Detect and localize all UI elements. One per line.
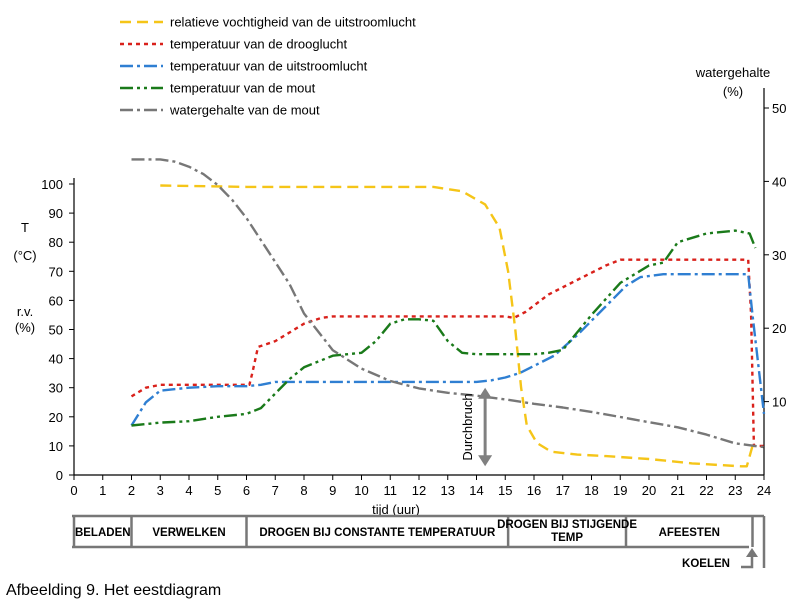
x-tick-label: 8 xyxy=(300,483,307,498)
x-tick-label: 0 xyxy=(70,483,77,498)
series-lines xyxy=(130,158,766,468)
left-tick-label: 80 xyxy=(49,235,63,250)
annotation-arrow-head-up xyxy=(478,387,493,399)
legend-label: temperatuur van de uitstroomlucht xyxy=(170,59,368,74)
left-axis-title: T xyxy=(21,220,29,235)
phase-label: AFEESTEN xyxy=(659,527,720,539)
left-axis-title: (%) xyxy=(15,320,35,335)
x-tick-label: 17 xyxy=(556,483,570,498)
x-tick-label: 1 xyxy=(99,483,106,498)
left-tick-label: 70 xyxy=(49,264,63,279)
right-tick-label: 10 xyxy=(772,395,786,410)
left-tick-label: 60 xyxy=(49,293,63,308)
x-tick-label: 7 xyxy=(272,483,279,498)
figure-caption: Afbeelding 9. Het eestdiagram xyxy=(6,582,222,599)
x-tick-label: 22 xyxy=(699,483,713,498)
annotation-arrow-head-down xyxy=(478,455,493,467)
x-tick-label: 15 xyxy=(498,483,512,498)
x-tick-label: 14 xyxy=(469,483,483,498)
left-tick-label: 0 xyxy=(56,468,63,483)
phase-label: TEMP xyxy=(551,532,583,544)
legend-label: relatieve vochtigheid van de uitstroomlu… xyxy=(170,15,416,30)
legend-label: temperatuur van de drooglucht xyxy=(170,37,347,52)
x-tick-label: 20 xyxy=(642,483,656,498)
x-tick-label: 12 xyxy=(412,483,426,498)
koelen-pointer-head xyxy=(746,548,758,557)
legend: relatieve vochtigheid van de uitstroomlu… xyxy=(120,15,416,118)
plot-frame xyxy=(73,88,765,476)
x-tick-label: 11 xyxy=(384,483,398,498)
x-tick-label: 4 xyxy=(185,483,192,498)
right-tick-label: 40 xyxy=(772,174,786,189)
left-axis-title: r.v. xyxy=(17,304,33,319)
x-tick-label: 2 xyxy=(128,483,135,498)
axes: 0 1 2 3 4 5 6 7 8 9 10 11 12 13 14 15 16 17 18 19 20 21 22 23 24… xyxy=(13,65,786,517)
series-line-4 xyxy=(131,158,765,449)
legend-label: temperatuur van de mout xyxy=(170,81,316,96)
phase-label: DROGEN BIJ CONSTANTE TEMPERATUUR xyxy=(259,527,496,539)
right-tick-label: 20 xyxy=(772,321,786,336)
phase-label: VERWELKEN xyxy=(152,527,225,539)
x-axis-title: tijd (uur) xyxy=(372,502,420,517)
x-tick-label: 23 xyxy=(728,483,742,498)
right-tick-label: 30 xyxy=(772,248,786,263)
x-tick-label: 5 xyxy=(214,483,221,498)
x-tick-label: 21 xyxy=(671,483,685,498)
series-line-0 xyxy=(160,184,754,468)
left-tick-label: 20 xyxy=(49,410,63,425)
annotation-label: Durchbruch xyxy=(460,393,475,460)
left-tick-label: 10 xyxy=(49,439,63,454)
left-tick-label: 90 xyxy=(49,206,63,221)
x-tick-label: 10 xyxy=(354,483,368,498)
phase-bar: BELADEN VERWELKEN DROGEN BIJ CONSTANTE TEM… xyxy=(72,514,766,570)
series-line-2 xyxy=(130,273,766,427)
x-tick-label: 24 xyxy=(757,483,771,498)
left-tick-label: 50 xyxy=(49,323,63,338)
malting-chart: 0 1 2 3 4 5 6 7 8 9 10 11 12 13 14 15 16 17 18 19 20 21 22 23 24… xyxy=(13,15,786,571)
left-tick-label: 40 xyxy=(49,352,63,367)
x-tick-label: 13 xyxy=(441,483,455,498)
legend-label: watergehalte van de mout xyxy=(169,103,320,118)
phase-label: DROGEN BIJ STIJGENDE xyxy=(497,519,637,531)
x-tick-label: 6 xyxy=(243,483,250,498)
x-tick-label: 9 xyxy=(329,483,336,498)
series-line-1 xyxy=(130,258,764,448)
x-tick-label: 16 xyxy=(527,483,541,498)
series-line-3 xyxy=(131,229,757,427)
breakthrough-annotation: Durchbruch xyxy=(460,387,493,467)
left-tick-label: 30 xyxy=(49,381,63,396)
right-axis-title: (%) xyxy=(723,84,743,99)
left-tick-label: 100 xyxy=(41,177,63,192)
x-tick-label: 19 xyxy=(613,483,627,498)
phase-label: KOELEN xyxy=(682,558,730,570)
left-axis-title: (°C) xyxy=(13,248,36,263)
phase-label: BELADEN xyxy=(75,527,131,539)
x-tick-label: 3 xyxy=(157,483,164,498)
right-tick-label: 50 xyxy=(772,101,786,116)
x-tick-label: 18 xyxy=(584,483,598,498)
right-axis-title: watergehalte xyxy=(695,65,770,80)
